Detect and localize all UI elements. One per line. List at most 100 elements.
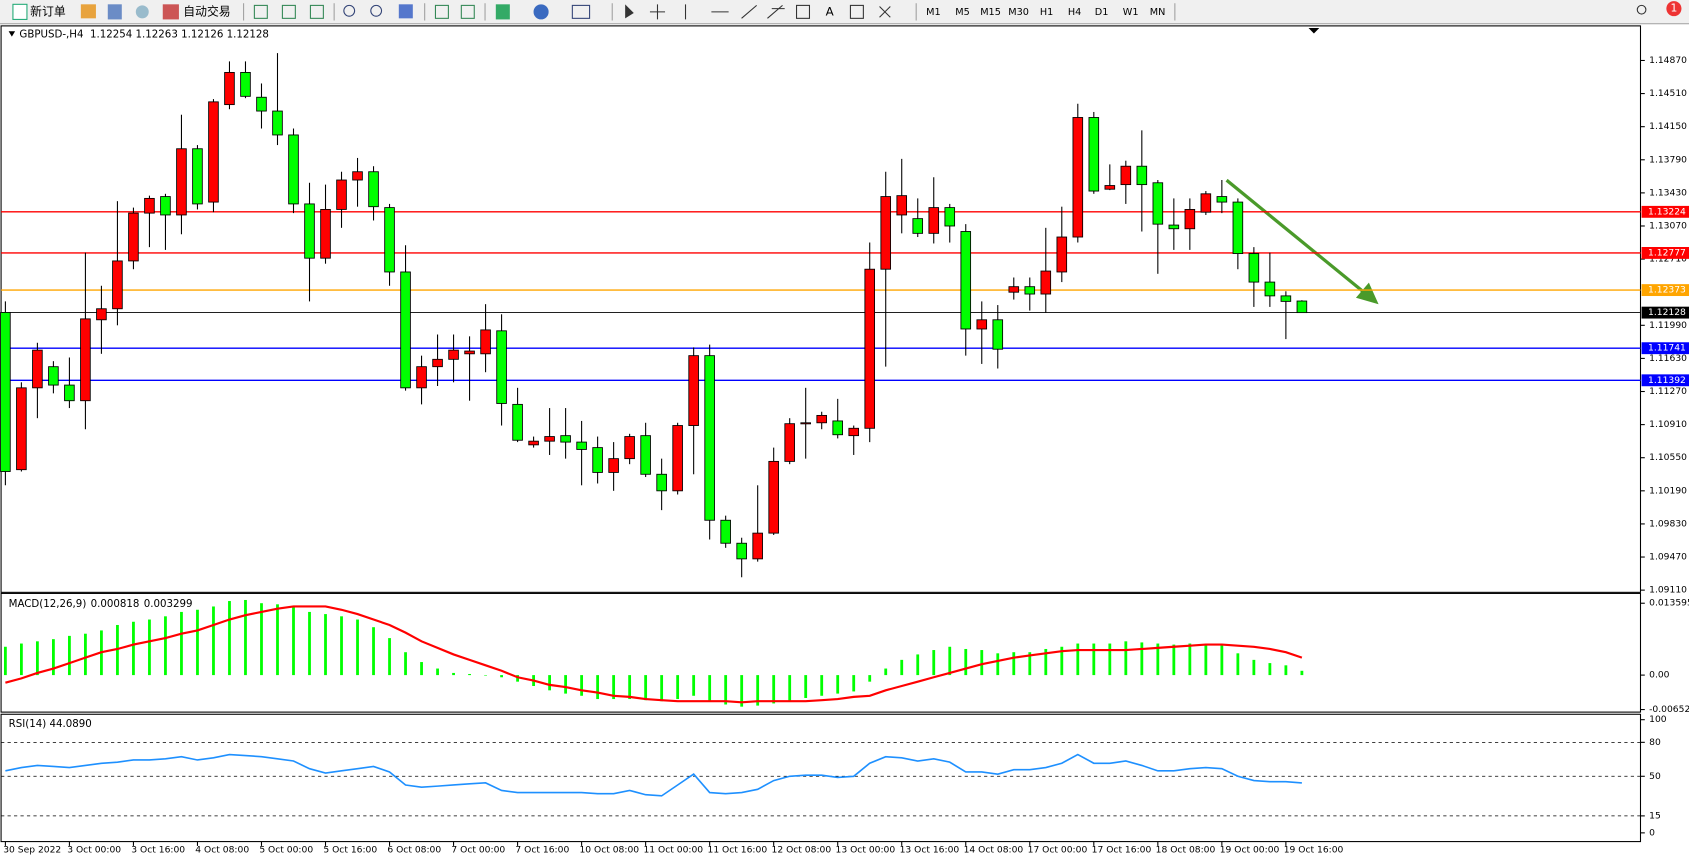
candle-body xyxy=(944,207,956,227)
y-tick-label: 1.13430 xyxy=(1649,187,1687,198)
candle-body xyxy=(672,425,683,492)
symbol: GBPUSD-,H4 xyxy=(19,29,83,41)
macd-bar xyxy=(996,653,1000,676)
macd-bar xyxy=(1060,646,1064,676)
icon[interactable] xyxy=(107,4,122,20)
price-label: 1.12128 xyxy=(1648,307,1686,318)
y-tick-label: 15 xyxy=(1649,810,1661,821)
timeframe-button[interactable]: H1 xyxy=(1040,7,1053,18)
macd-bar xyxy=(900,659,904,676)
candle-body xyxy=(368,171,379,208)
candle-body xyxy=(1008,286,1020,293)
macd-bar xyxy=(292,606,295,676)
macd-bar xyxy=(356,619,359,676)
macd-bar xyxy=(1092,643,1096,676)
macd-bar xyxy=(212,606,215,676)
timeframe-button[interactable]: W1 xyxy=(1123,7,1139,18)
macd-bar xyxy=(756,675,760,706)
macd-bar xyxy=(692,675,696,696)
candle-body xyxy=(560,435,571,443)
macd-bar xyxy=(1300,670,1304,676)
macd-bar xyxy=(452,672,455,676)
price-label-box xyxy=(1641,205,1689,218)
x-tick-label: 5 Oct 16:00 xyxy=(323,845,377,856)
tool-icons[interactable]: A xyxy=(253,4,1647,20)
notification-badge[interactable] xyxy=(1666,1,1682,17)
timeframe-button[interactable]: D1 xyxy=(1095,7,1109,18)
candle-body xyxy=(1296,300,1308,314)
candle-body xyxy=(320,209,331,259)
x-tick-label: 14 Oct 08:00 xyxy=(964,845,1024,856)
candle-body xyxy=(1056,236,1068,273)
symbol-marker xyxy=(8,31,16,37)
macd-bar xyxy=(19,643,23,676)
candle-body xyxy=(400,271,411,389)
timeframe-button[interactable]: M15 xyxy=(980,7,1001,18)
macd-bar xyxy=(852,675,856,692)
candle-body xyxy=(864,268,876,429)
x-tick-label: 3 Oct 16:00 xyxy=(131,845,185,856)
close: 1.12128 xyxy=(227,29,269,41)
x-tick-label: 19 Oct 00:00 xyxy=(1220,845,1280,856)
x-tick-label: 10 Oct 08:00 xyxy=(579,845,639,856)
candle-body xyxy=(384,207,395,273)
candle-body xyxy=(704,355,715,521)
candle-body xyxy=(1200,193,1212,213)
price-label: 1.12373 xyxy=(1648,285,1686,296)
x-tick-label: 5 Oct 00:00 xyxy=(259,845,313,856)
macd-bar xyxy=(388,638,391,676)
macd-bar xyxy=(244,599,247,676)
x-tick-label: 17 Oct 00:00 xyxy=(1028,845,1088,856)
candle-body xyxy=(272,110,283,136)
timeframe-button[interactable]: MN xyxy=(1150,7,1166,18)
macd-bar xyxy=(884,668,888,676)
y-tick-label: 1.13790 xyxy=(1649,154,1687,165)
y-tick-label: 0.00 xyxy=(1649,670,1670,681)
candle-body xyxy=(976,319,988,330)
candle-body xyxy=(496,330,507,404)
candle-body xyxy=(352,171,363,181)
macd-bar xyxy=(1204,644,1208,676)
macd-bar xyxy=(660,675,664,702)
macd-bar xyxy=(1028,652,1032,676)
y-tick-label: 1.10910 xyxy=(1649,419,1687,430)
x-tick-label: 18 Oct 08:00 xyxy=(1156,845,1216,856)
y-tick-label: 1.11270 xyxy=(1649,386,1687,397)
timeframe-button[interactable]: M5 xyxy=(955,7,970,18)
new-order-icon[interactable] xyxy=(12,3,28,20)
macd-bar xyxy=(276,604,279,676)
candle-body xyxy=(512,403,523,441)
icon[interactable] xyxy=(80,4,96,19)
candle-body xyxy=(304,203,315,259)
candle-body xyxy=(1024,286,1036,295)
panel-frames xyxy=(0,25,1642,843)
candle-body xyxy=(1120,165,1132,186)
candle-body xyxy=(880,196,892,270)
timeframe-button[interactable]: H4 xyxy=(1068,7,1081,18)
icon[interactable] xyxy=(135,5,149,19)
macd-bar xyxy=(1012,652,1016,676)
y-tick-label: 1.11630 xyxy=(1649,353,1687,364)
price-label: 1.11741 xyxy=(1648,343,1686,354)
open: 1.12254 xyxy=(90,29,132,41)
price-label-box xyxy=(1641,342,1689,355)
candle-body xyxy=(448,349,459,360)
candle-body xyxy=(752,532,763,560)
macd-bar xyxy=(196,609,199,676)
candle-body xyxy=(96,308,107,321)
x-tick-label: 12 Oct 08:00 xyxy=(772,845,832,856)
macd-bar xyxy=(1188,643,1192,676)
auto-trading-icon[interactable] xyxy=(162,4,179,20)
new-order-button[interactable]: 新订单 xyxy=(30,4,66,18)
candle-body xyxy=(832,420,843,436)
candle-body xyxy=(192,148,203,205)
candle-body xyxy=(176,148,187,216)
timeframe-button[interactable]: M1 xyxy=(926,7,941,18)
macd-bar xyxy=(1172,644,1176,676)
candle-body xyxy=(1280,295,1292,302)
auto-trading-button[interactable]: 自动交易 xyxy=(183,4,230,18)
timeframe-button[interactable]: M30 xyxy=(1008,7,1029,18)
low: 1.12126 xyxy=(181,29,223,41)
macd-bar xyxy=(628,675,632,700)
